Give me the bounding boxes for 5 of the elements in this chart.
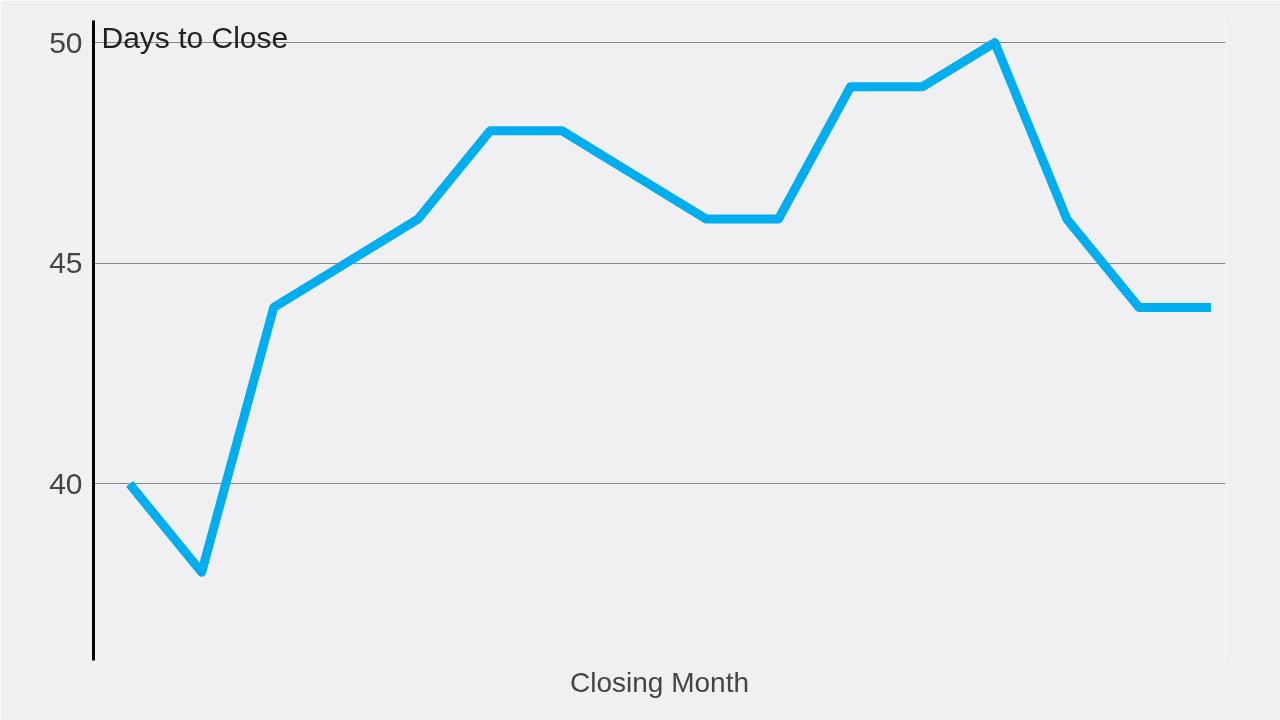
y-tick-label: 45	[49, 246, 83, 280]
x-axis-title: Closing Month	[570, 666, 749, 698]
y-tick-label: 40	[49, 466, 83, 500]
y-tick-label: 50	[49, 25, 83, 59]
y-axis-title: Days to Close	[101, 20, 289, 54]
